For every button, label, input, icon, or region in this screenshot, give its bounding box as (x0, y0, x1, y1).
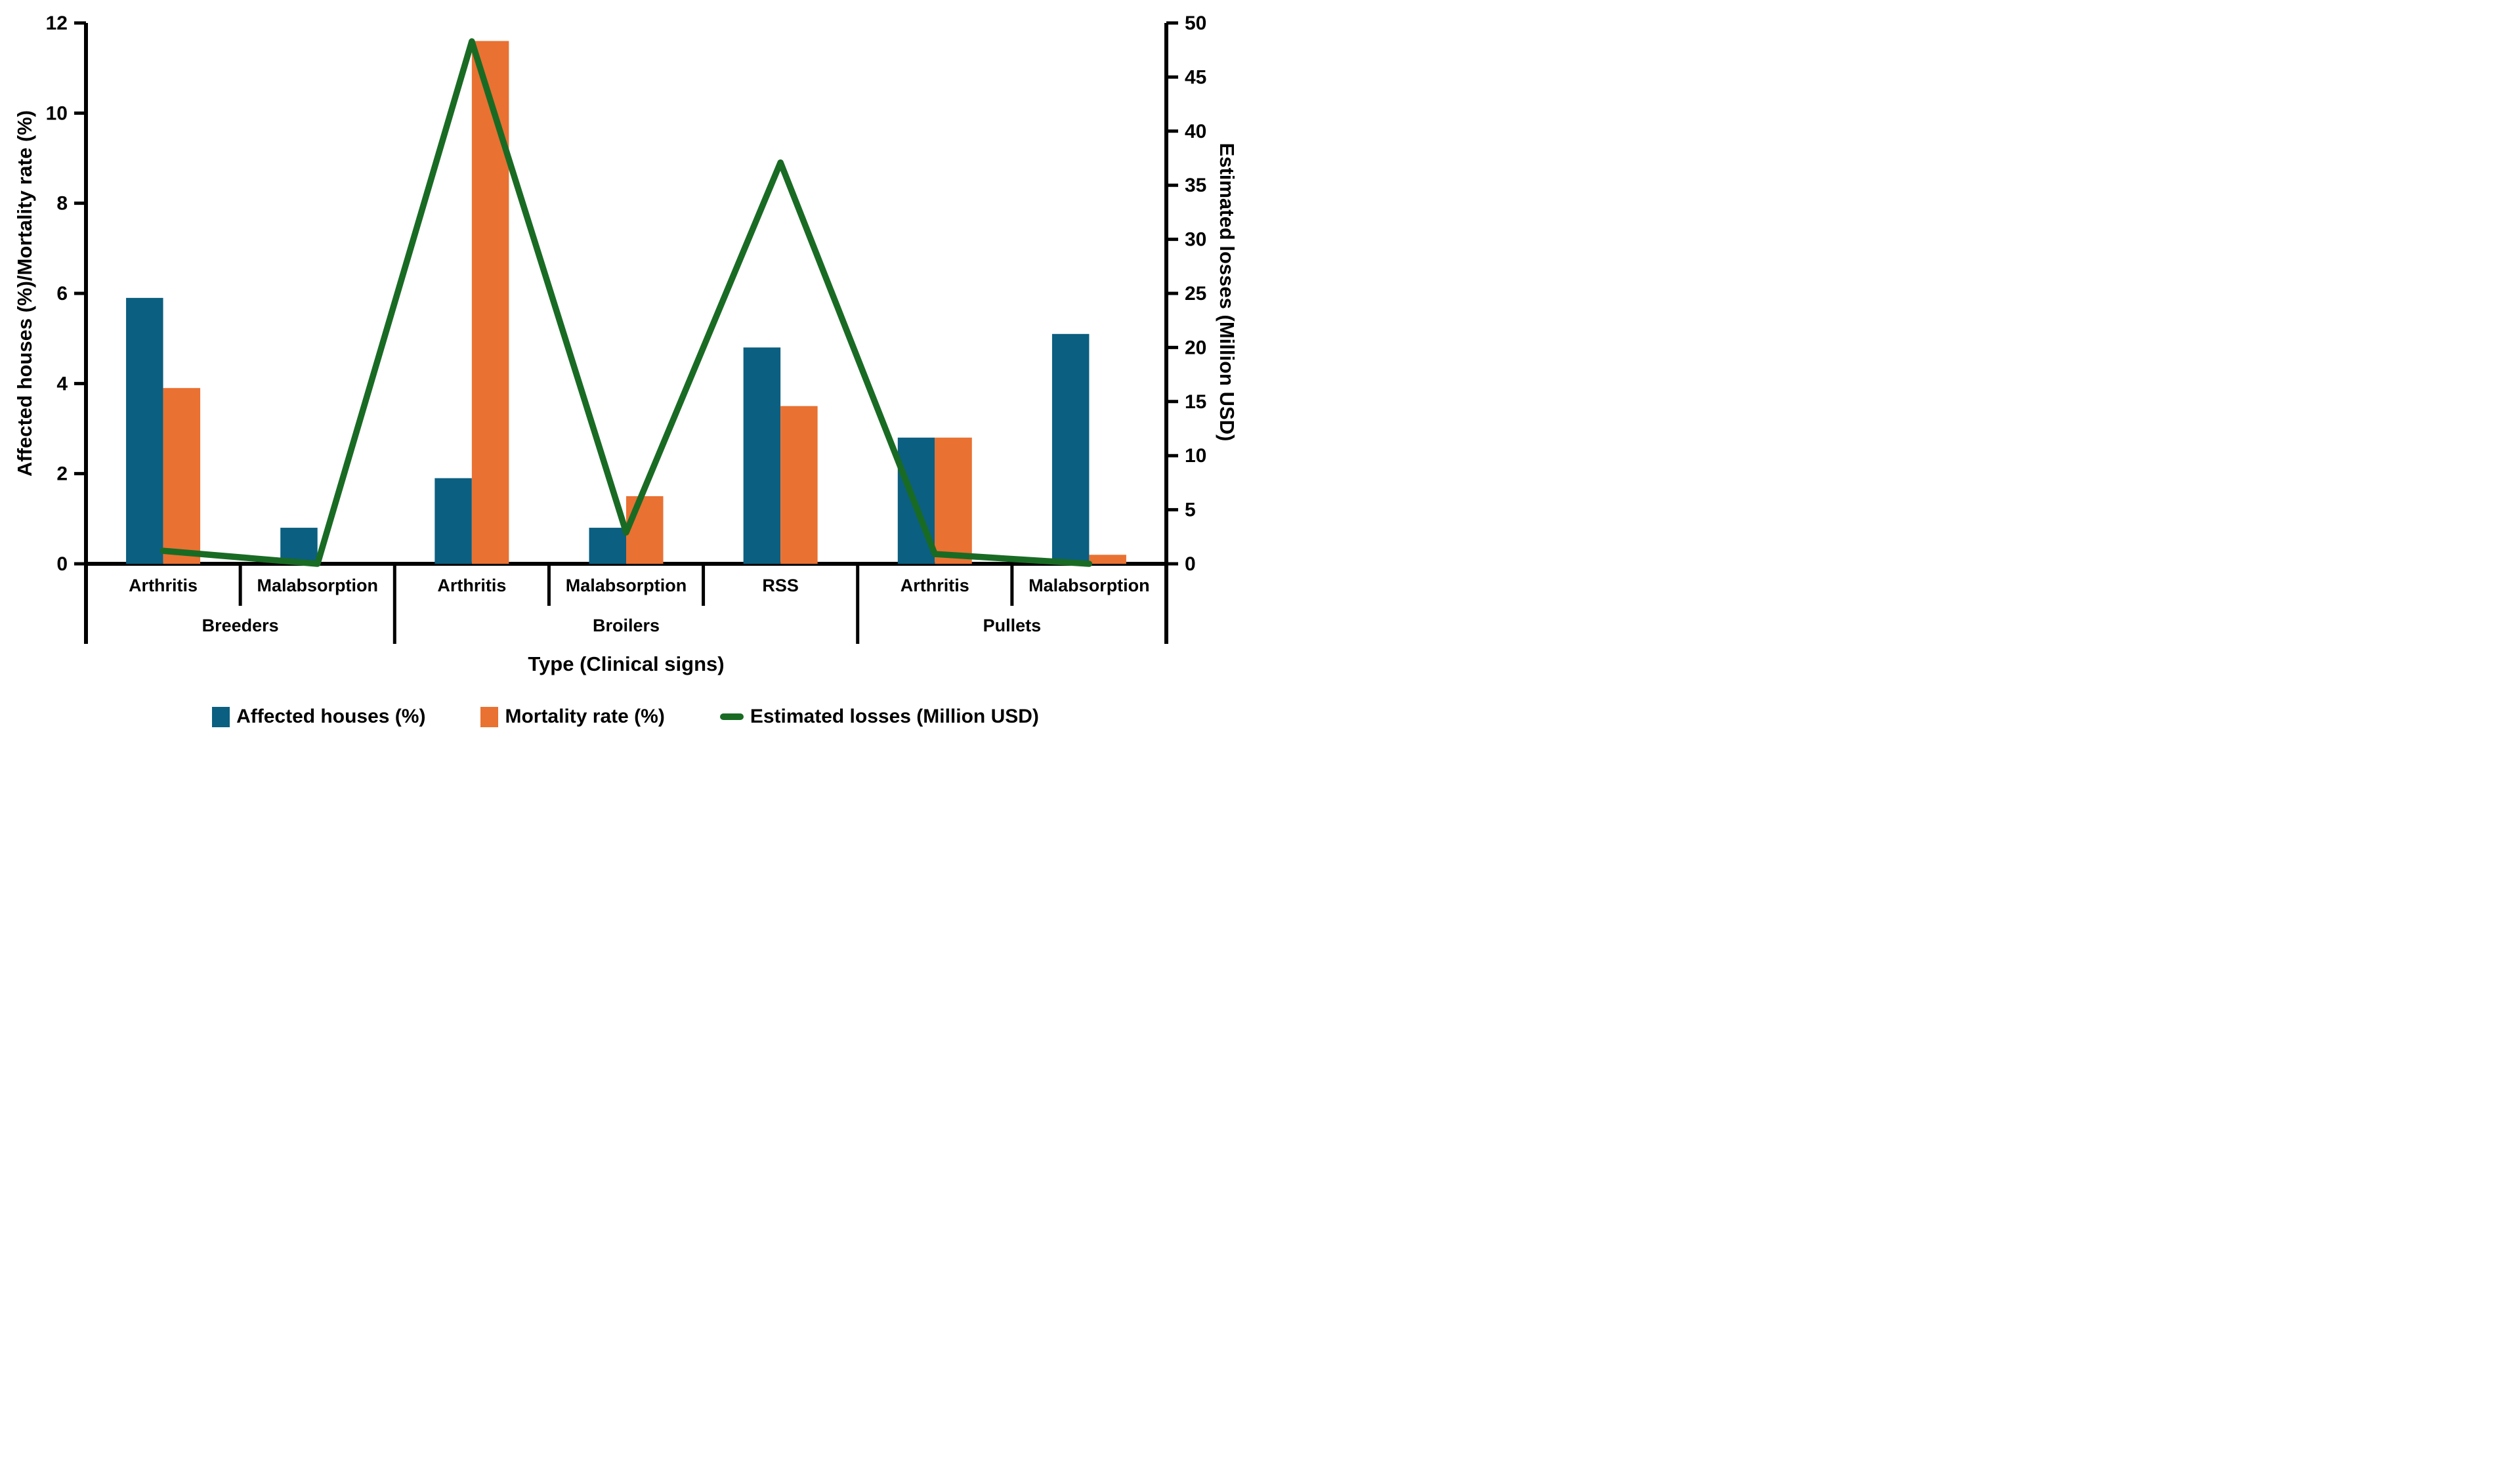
legend-swatch-estimated-losses-icon (719, 713, 744, 720)
bar-affected-houses-breeders-malabsorption (280, 528, 318, 564)
bar-mortality-rate-pullets-malabsorption (1089, 555, 1126, 564)
losses-line (159, 38, 1093, 567)
chart-canvas: 0 2 4 6 8 10 12 0 5 10 15 20 25 30 35 40 45 50 Arthritis Ma… (46, 12, 1206, 644)
right-axis-tick-label: 35 (1185, 175, 1206, 196)
left-axis-tick-label: 8 (56, 193, 68, 215)
legend-item-estimated-losses: Estimated losses (Million USD) (719, 706, 1039, 728)
group-label-broilers: Broilers (593, 616, 660, 635)
category-label-rss: RSS (762, 576, 799, 595)
legend-label: Affected houses (%) (236, 706, 426, 727)
bar-mortality-rate-pullets-arthritis (935, 437, 972, 564)
bar-affected-houses-broilers-arthritis (435, 478, 472, 564)
bar-affected-houses-pullets-malabsorption (1051, 333, 1090, 564)
right-axis-tick-label: 0 (1185, 553, 1196, 575)
bar-affected-houses-breeders-arthritis (126, 297, 163, 564)
bar-affected-houses-broilers-malabsorption (589, 528, 626, 564)
legend-item-mortality-rate: Mortality rate (%) (480, 706, 665, 728)
bar-mortality-rate-broilers-malabsorption (626, 496, 664, 564)
legend-item-affected-houses: Affected houses (%) (212, 706, 425, 728)
category-label-arthritis: Arthritis (129, 576, 198, 595)
right-axis-tick-label: 5 (1185, 499, 1196, 521)
right-axis-tick-label: 40 (1185, 121, 1206, 142)
left-axis-tick-label: 6 (56, 283, 68, 305)
right-axis-tick-label: 10 (1185, 445, 1206, 467)
category-label-arthritis: Arthritis (901, 576, 969, 595)
legend-label: Mortality rate (%) (505, 706, 665, 727)
right-axis-tick-label: 25 (1185, 283, 1206, 305)
bar-mortality-rate-broilers-rss (780, 406, 818, 564)
group-label-pullets: Pullets (983, 616, 1042, 635)
left-axis-tick-label: 4 (56, 373, 68, 394)
left-axis-tick-label: 2 (56, 463, 68, 485)
left-axis-tick-label: 10 (46, 102, 68, 124)
right-axis-tick-label: 50 (1185, 12, 1206, 34)
legend-label: Estimated losses (Million USD) (750, 706, 1039, 727)
legend-swatch-affected-houses-icon (212, 706, 230, 727)
category-label-malabsorption: Malabsorption (566, 576, 687, 595)
left-axis-tick-label: 0 (56, 553, 68, 575)
bar-mortality-rate-broilers-arthritis (471, 41, 509, 564)
group-label-breeders: Breeders (202, 616, 279, 635)
x-axis-title: Type (Clinical signs) (528, 652, 725, 675)
right-axis-tick-label: 15 (1185, 391, 1206, 413)
bar-affected-houses-broilers-rss (743, 347, 781, 564)
category-label-malabsorption: Malabsorption (257, 576, 378, 595)
legend: Affected houses (%) Mortality rate (%) Est… (0, 700, 1251, 734)
right-axis-tick-label: 45 (1185, 66, 1206, 88)
category-label-malabsorption: Malabsorption (1028, 576, 1150, 595)
left-axis-tick-label: 12 (46, 12, 68, 34)
category-label-arthritis: Arthritis (437, 576, 506, 595)
left-axis-title: Affected houses (%)/Mortality rate (%) (13, 110, 36, 477)
right-axis-title: Estimated losses (Million USD) (1216, 142, 1239, 442)
legend-swatch-mortality-rate-icon (480, 706, 499, 727)
right-axis-tick-label: 20 (1185, 337, 1206, 358)
combo-chart: 0 2 4 6 8 10 12 0 5 10 15 20 25 30 35 40 45 50 Arthritis Ma… (0, 0, 1251, 742)
bar-mortality-rate-breeders-arthritis (163, 388, 201, 564)
right-axis-tick-label: 30 (1185, 229, 1206, 251)
